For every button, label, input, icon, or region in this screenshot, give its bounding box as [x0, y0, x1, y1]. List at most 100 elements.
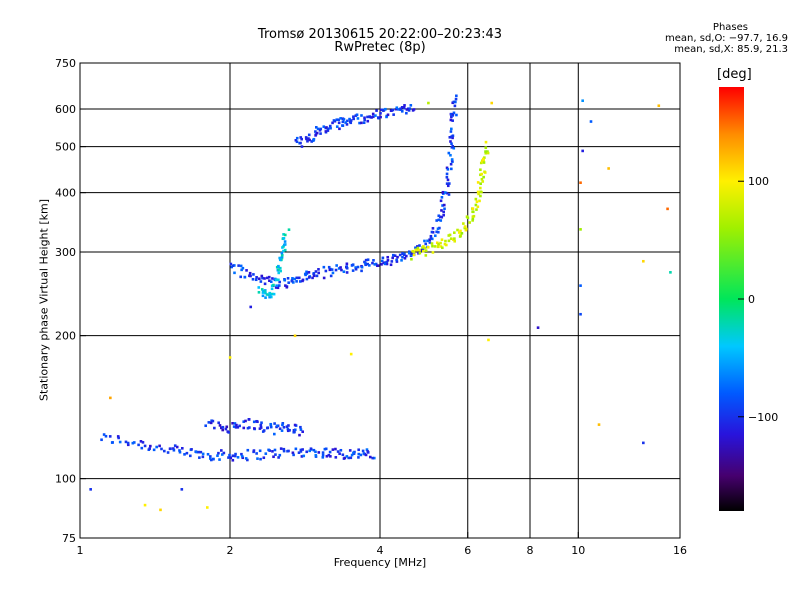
trace-point: [449, 237, 453, 240]
trace-point: [278, 266, 282, 270]
noise-point: [228, 356, 232, 359]
trace-point: [292, 281, 295, 284]
trace-point: [270, 287, 274, 291]
trace-point: [471, 219, 474, 222]
trace-point: [338, 127, 341, 131]
trace-point: [248, 271, 252, 275]
trace-point: [279, 269, 282, 273]
noise-point: [642, 259, 645, 263]
trace-point: [273, 432, 276, 436]
trace-point: [240, 454, 244, 458]
trace-point: [172, 447, 175, 450]
trace-point: [440, 238, 444, 241]
trace-point: [366, 258, 370, 262]
chart-subtitle: RwPretec (8p): [334, 40, 426, 55]
y-tick-label: 100: [55, 473, 76, 486]
trace-point: [180, 447, 184, 450]
trace-point: [270, 295, 273, 299]
trace-point: [235, 423, 238, 427]
trace-point: [430, 230, 434, 234]
trace-point: [418, 248, 421, 252]
trace-point: [233, 264, 236, 267]
trace-point: [307, 276, 311, 279]
trace-point: [312, 448, 316, 452]
noise-point: [581, 149, 584, 153]
trace-point: [220, 453, 224, 456]
trace-point: [236, 426, 240, 429]
trace-point: [450, 115, 453, 119]
trace-point: [301, 430, 304, 434]
trace-point: [263, 277, 266, 280]
trace-point: [283, 240, 287, 243]
trace-point: [442, 203, 446, 207]
colorbar: 100 0 −100: [719, 87, 778, 511]
trace-point: [468, 221, 471, 224]
trace-point: [321, 453, 325, 457]
trace-point: [237, 264, 240, 267]
trace-point: [345, 271, 349, 274]
trace-point: [364, 263, 367, 267]
trace-point: [317, 268, 320, 271]
trace-point: [305, 277, 309, 281]
trace-point: [348, 117, 351, 121]
trace-point: [282, 243, 286, 247]
trace-point: [373, 263, 377, 266]
trace-point: [266, 426, 270, 430]
phase-x-stats: mean, sd,X: 85.9, 21.3: [674, 44, 788, 55]
trace-point: [259, 423, 263, 427]
noise-point: [109, 396, 112, 400]
trace-point: [265, 293, 269, 296]
x-tick-label: 2: [227, 544, 234, 557]
trace-point: [479, 173, 482, 177]
trace-point: [337, 121, 341, 125]
trace-point: [448, 135, 452, 139]
trace-point: [314, 450, 317, 454]
noise-point: [349, 352, 353, 356]
trace-point: [229, 262, 233, 266]
trace-point: [278, 453, 282, 457]
trace-point: [258, 277, 261, 281]
trace-point: [371, 112, 375, 116]
trace-point: [459, 229, 462, 233]
trace-point: [272, 292, 276, 296]
trace-point: [301, 448, 304, 451]
trace-point: [315, 131, 319, 135]
trace-point: [277, 271, 281, 275]
trace-point: [166, 451, 170, 454]
trace-point: [132, 441, 136, 444]
trace-point: [207, 421, 211, 424]
trace-point: [307, 133, 311, 137]
trace-point: [423, 246, 427, 250]
trace-point: [481, 160, 484, 163]
trace-point: [314, 270, 318, 273]
trace-point: [471, 207, 475, 211]
trace-point: [363, 116, 366, 120]
trace-point: [345, 123, 349, 126]
trace-point: [305, 272, 309, 275]
trace-point: [334, 268, 338, 272]
trace-point: [280, 429, 284, 432]
trace-point: [242, 426, 246, 430]
trace-point: [230, 265, 233, 269]
trace-point: [423, 239, 426, 243]
trace-point: [268, 279, 271, 282]
trace-point: [239, 275, 242, 279]
trace-point: [352, 451, 355, 455]
trace-point: [343, 456, 347, 460]
trace-point: [334, 456, 338, 459]
trace-point: [340, 268, 343, 272]
trace-point: [282, 233, 285, 236]
data-points: [89, 94, 672, 512]
trace-point: [366, 119, 370, 123]
trace-point: [314, 130, 317, 133]
trace-point: [227, 456, 230, 459]
trace-point: [399, 108, 402, 111]
trace-point: [372, 115, 375, 119]
y-tick-label: 750: [55, 57, 76, 70]
trace-point: [282, 449, 286, 453]
trace-point: [304, 273, 307, 277]
noise-point: [597, 423, 601, 426]
trace-point: [282, 249, 285, 253]
trace-point: [435, 230, 438, 234]
grid-lines: [80, 63, 680, 538]
